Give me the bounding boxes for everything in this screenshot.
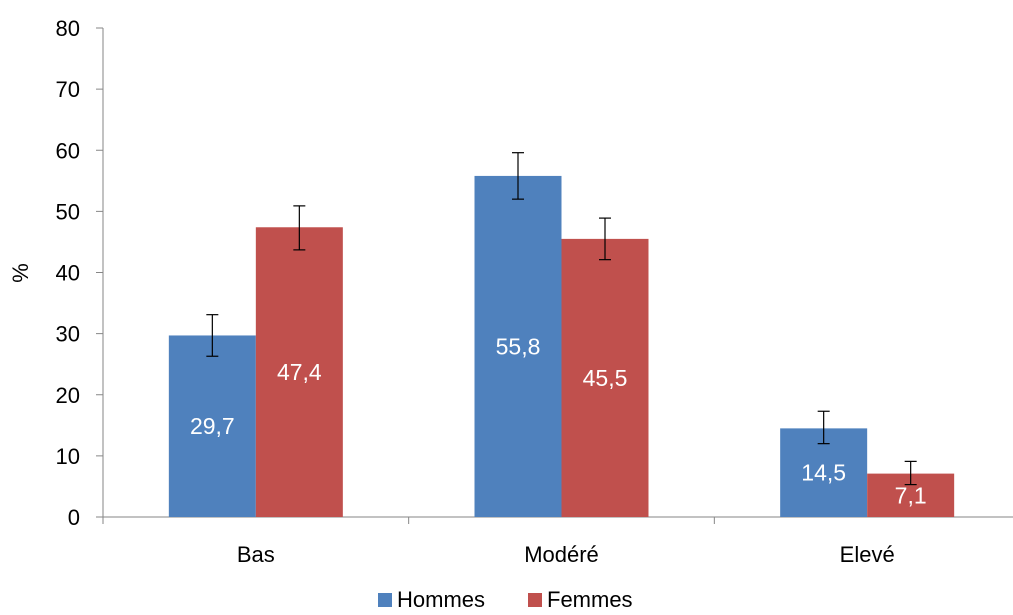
bar-hommes <box>168 335 256 517</box>
data-label: 55,8 <box>496 333 541 359</box>
legend-label-hommes: Hommes <box>397 587 485 612</box>
data-label: 45,5 <box>583 365 628 391</box>
y-tick-label: 10 <box>56 444 80 469</box>
data-label: 29,7 <box>190 413 235 439</box>
y-tick-label: 70 <box>56 77 80 102</box>
y-tick-label: 50 <box>56 199 80 224</box>
error-bars <box>206 152 917 486</box>
legend-label-femmes: Femmes <box>547 587 633 612</box>
bar-femmes <box>561 238 649 517</box>
x-tick-label: Modéré <box>524 542 599 567</box>
data-labels: 29,7 47,4 55,8 45,5 14,5 7,1 <box>190 333 927 508</box>
legend: Hommes Femmes <box>378 587 633 612</box>
y-tick-label: 80 <box>56 16 80 41</box>
data-label: 47,4 <box>277 359 322 385</box>
legend-swatch-femmes <box>528 593 542 607</box>
y-tick-label: 60 <box>56 138 80 163</box>
y-tick-label: 20 <box>56 383 80 408</box>
y-tick-label: 30 <box>56 322 80 347</box>
legend-swatch-hommes <box>378 593 392 607</box>
x-axis: Bas Modéré Elevé <box>102 516 1013 567</box>
x-tick-label: Elevé <box>840 542 895 567</box>
data-label: 7,1 <box>895 482 927 508</box>
bar-femmes <box>255 227 343 517</box>
bars <box>168 175 955 518</box>
y-axis: 0 10 20 30 40 50 60 70 80 <box>56 16 104 530</box>
y-tick-label: 0 <box>68 505 80 530</box>
data-label: 14,5 <box>801 460 846 486</box>
x-tick-label: Bas <box>237 542 275 567</box>
bar-hommes <box>474 175 562 518</box>
y-axis-label: % <box>8 263 33 283</box>
y-tick-label: 40 <box>56 261 80 286</box>
